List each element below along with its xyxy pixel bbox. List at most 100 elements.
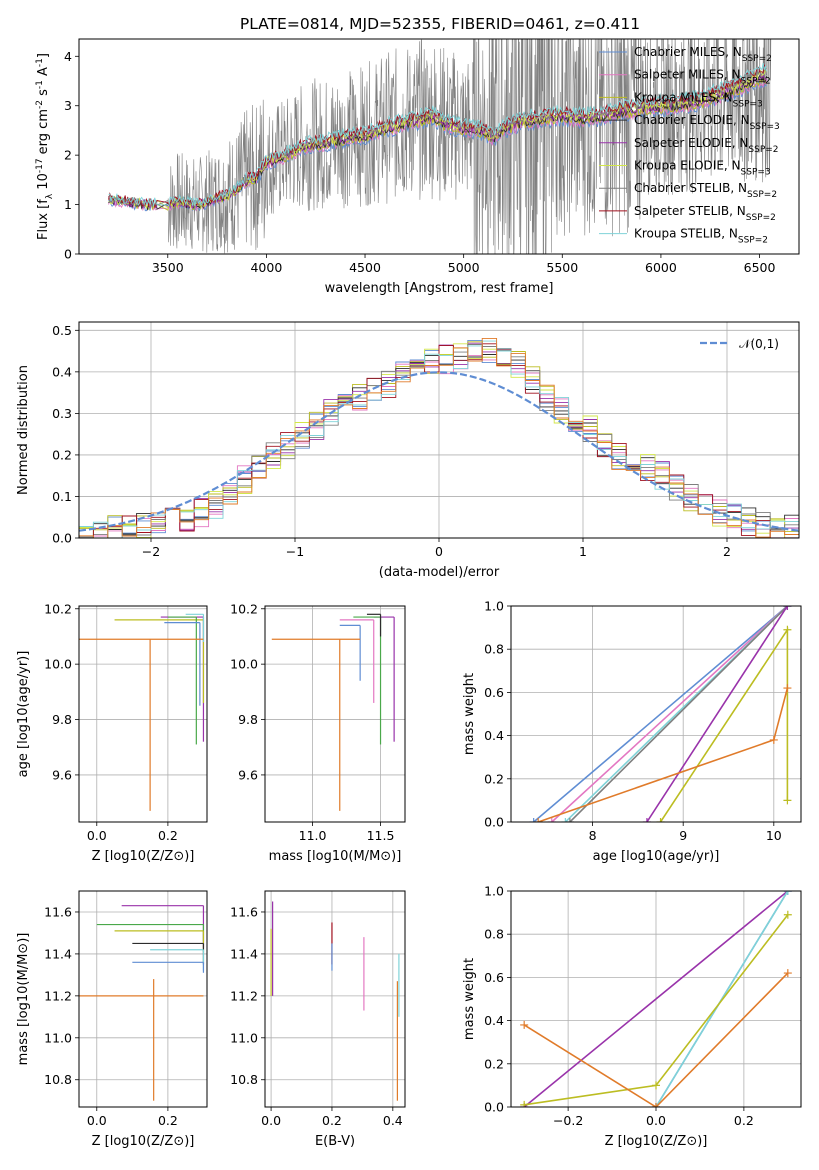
data-point xyxy=(565,818,574,822)
data-point xyxy=(783,625,792,634)
errorbar xyxy=(150,949,205,971)
weight-line xyxy=(659,627,789,822)
axes-frame xyxy=(264,890,406,1108)
y-tick-label: 0.8 xyxy=(484,642,504,657)
data-point xyxy=(783,606,792,610)
y-tick-label: 9.6 xyxy=(238,767,258,782)
weight-line xyxy=(523,972,789,1107)
y-tick-label: 9.6 xyxy=(52,767,72,782)
x-tick-label: 0.0 xyxy=(261,1113,281,1128)
x-tick-label: 10 xyxy=(766,828,782,843)
y-tick-label: 10.0 xyxy=(44,657,72,672)
panel-residuals: 𝒩(0,1) −2 −1 0 1 2 0.0 0.1 0.2 0.3 0.4 0.5 (data-mod… xyxy=(16,321,800,580)
x-tick-label: −0.2 xyxy=(553,1113,583,1128)
x-tick-label: 4500 xyxy=(349,260,381,275)
x-axis-label: mass [log10(M/M⊙)] xyxy=(269,849,402,864)
weight-line xyxy=(646,606,789,822)
y-tick-label: 0.0 xyxy=(484,1100,504,1115)
legend-entry: Chabrier MILES, NSSP=2 xyxy=(634,45,772,64)
legend-entry: Salpeter ELODIE, NSSP=2 xyxy=(634,136,779,155)
plot-area xyxy=(108,39,772,254)
y-tick-label: 11.4 xyxy=(230,946,258,961)
y-tick-label: 3 xyxy=(64,98,72,113)
x-axis-label: E(B-V) xyxy=(315,1134,355,1149)
x-tick-label: 9 xyxy=(679,828,687,843)
legend-entry: Salpeter STELIB, NSSP=2 xyxy=(634,204,776,223)
weight-line xyxy=(523,891,789,1107)
x-tick-label: 0.2 xyxy=(158,1113,178,1128)
y-tick-label: 10.2 xyxy=(230,601,258,616)
y-tick-label: 0.1 xyxy=(52,489,72,504)
data-point xyxy=(783,684,792,693)
x-tick-label: 6500 xyxy=(744,260,776,275)
x-tick-label: 2 xyxy=(723,544,731,559)
y-axis-label: age [log10(age/yr)] xyxy=(16,651,31,778)
panel-mass_vs_ebv: 0.0 0.2 0.4 10.8 11.0 11.2 11.4 11.6 E(B-V) xyxy=(230,890,406,1149)
axes-frame xyxy=(78,38,800,255)
legend-entry: Kroupa STELIB, NSSP=2 xyxy=(634,227,768,246)
y-tick-label: 1.0 xyxy=(484,884,504,899)
errorbar xyxy=(185,613,205,642)
legend: 𝒩(0,1) xyxy=(700,337,779,351)
data-point xyxy=(656,818,665,822)
data-point xyxy=(561,818,570,822)
y-tick-label: 0.4 xyxy=(52,364,72,379)
y-tick-label: 0.5 xyxy=(52,323,72,338)
x-tick-label: 8 xyxy=(589,828,597,843)
y-tick-label: 1 xyxy=(64,197,72,212)
data-point xyxy=(783,796,792,805)
y-axis-label: Normed distribution xyxy=(16,365,31,495)
errorbar xyxy=(160,616,205,742)
y-tick-label: 10.8 xyxy=(44,1072,72,1087)
panel-weight_vs_Z: −0.2 0.0 0.2 0.0 0.2 0.4 0.6 0.8 1.0 Z [log10(Z/Z… xyxy=(462,884,802,1149)
y-tick-label: 9.8 xyxy=(52,712,72,727)
weight-line xyxy=(569,606,788,822)
errorbar xyxy=(366,613,382,637)
data-point xyxy=(769,735,778,744)
y-tick-label: 11.0 xyxy=(230,1030,258,1045)
legend-entry: Kroupa ELODIE, NSSP=3 xyxy=(634,159,771,178)
gaussian-curve xyxy=(79,371,799,532)
x-axis-label: (data-model)/error xyxy=(379,565,500,580)
plot-area xyxy=(511,606,801,822)
y-tick-label: 0.0 xyxy=(484,815,504,830)
x-tick-label: −1 xyxy=(286,544,304,559)
y-tick-label: 0 xyxy=(64,247,72,262)
errorbar xyxy=(79,979,204,1101)
x-tick-label: 5000 xyxy=(448,260,480,275)
x-tick-label: 4000 xyxy=(250,260,282,275)
errorbar xyxy=(114,619,205,703)
plot-area xyxy=(79,891,207,1107)
errorbar xyxy=(114,930,205,952)
axes-frame xyxy=(78,890,208,1108)
legend-entry: 𝒩(0,1) xyxy=(739,337,779,351)
y-tick-label: 0.6 xyxy=(484,970,504,985)
axes-frame xyxy=(510,605,802,823)
y-tick-label: 0.4 xyxy=(484,728,504,743)
histogram-step xyxy=(79,343,799,538)
y-tick-label: 11.2 xyxy=(230,988,258,1003)
errorbar xyxy=(339,624,361,681)
panel-weight_vs_age: 8 9 10 0.0 0.2 0.4 0.6 0.8 1.0 age [log10(age/yr)… xyxy=(462,599,802,864)
y-tick-label: 11.6 xyxy=(230,904,258,919)
x-tick-label: −2 xyxy=(142,544,160,559)
y-tick-label: 9.8 xyxy=(238,712,258,727)
y-axis-label: mass weight xyxy=(462,958,477,1040)
errorbar xyxy=(164,622,201,706)
data-point xyxy=(520,1100,529,1107)
axes-frame xyxy=(264,605,406,823)
x-tick-label: 0.2 xyxy=(158,828,178,843)
y-tick-label: 0.0 xyxy=(52,531,72,546)
errorbar xyxy=(271,638,361,811)
axes-frame xyxy=(78,605,208,823)
x-tick-label: 0.4 xyxy=(383,1113,403,1128)
weight-line xyxy=(537,687,789,822)
x-tick-label: 0.2 xyxy=(734,1113,754,1128)
y-tick-label: 10.0 xyxy=(230,657,258,672)
x-tick-label: 6000 xyxy=(645,260,677,275)
x-axis-label: Z [log10(Z/Z⊙)] xyxy=(605,1134,708,1149)
legend-entry: Salpeter MILES, NSSP=2 xyxy=(634,68,771,87)
data-point xyxy=(652,1103,660,1107)
x-axis-label: Z [log10(Z/Z⊙)] xyxy=(92,849,195,864)
